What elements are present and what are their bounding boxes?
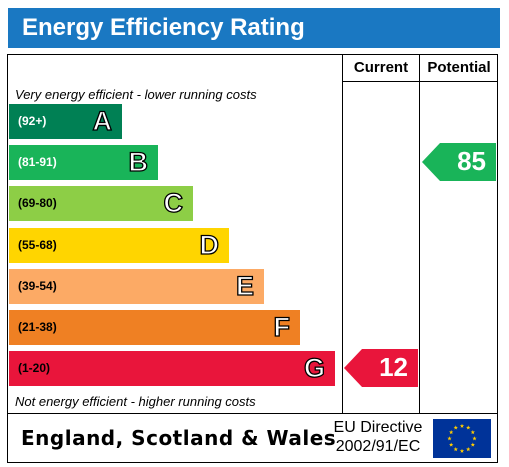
eu-directive: EU Directive 2002/91/EC	[326, 418, 430, 456]
eu-star-icon	[470, 442, 476, 447]
current-arrow-shape	[344, 349, 418, 387]
eu-star-icon	[448, 442, 454, 447]
band-g: (1-20) G	[9, 351, 335, 386]
band-letter: D	[199, 229, 220, 260]
page-title: Energy Efficiency Rating	[22, 14, 305, 41]
eu-star-icon	[459, 448, 465, 453]
band-letter: E	[235, 270, 254, 301]
potential-arrow-shape	[422, 143, 496, 181]
eu-star-icon	[466, 447, 471, 452]
eu-star-icon	[466, 425, 471, 430]
eu-star-icon	[472, 436, 477, 441]
band-e: (39-54) E	[9, 269, 264, 304]
eu-directive-line1: EU Directive	[333, 419, 423, 436]
eu-star-icon	[448, 429, 454, 435]
rating-panel	[7, 54, 498, 414]
band-letter: F	[273, 311, 291, 342]
eu-star-icon	[447, 436, 452, 441]
band-a: (92+) A	[9, 104, 122, 139]
band-letter: A	[92, 105, 113, 136]
header-bar: Energy Efficiency Rating	[8, 8, 500, 48]
current-rating-pointer: 12	[344, 349, 418, 387]
potential-rating-pointer: 85	[422, 143, 496, 181]
eu-star-icon	[453, 447, 458, 452]
potential-rating-value: 85	[457, 146, 486, 176]
band-range-label: (69-80)	[18, 196, 57, 210]
band-range-label: (1-20)	[18, 361, 51, 375]
band-f: (21-38) F	[9, 310, 300, 345]
eu-star-icon	[470, 429, 476, 435]
band-letter: C	[163, 187, 184, 218]
footer-region: England, Scotland & Wales	[21, 426, 337, 450]
band-range-label: (92+)	[18, 114, 47, 128]
band-b: (81-91) B	[9, 145, 158, 180]
eu-star-icon	[453, 425, 458, 430]
eu-star-icon	[459, 423, 465, 428]
band-range-label: (81-91)	[18, 155, 57, 169]
current-rating-value: 12	[379, 352, 408, 382]
eu-directive-line2: 2002/91/EC	[335, 438, 421, 455]
column-header-rule	[342, 81, 498, 82]
eu-flag-icon	[433, 419, 491, 458]
band-range-label: (39-54)	[18, 279, 57, 293]
top-caption: Very energy efficient - lower running co…	[15, 87, 257, 102]
band-d: (55-68) D	[9, 228, 229, 263]
band-c: (69-80) C	[9, 186, 193, 221]
column-header-potential: Potential	[427, 59, 491, 76]
column-header-current: Current	[353, 59, 409, 76]
band-range-label: (55-68)	[18, 238, 57, 252]
column-divider-current	[342, 54, 343, 414]
column-divider-potential	[419, 54, 420, 414]
band-range-label: (21-38)	[18, 320, 57, 334]
band-letter: B	[128, 146, 149, 177]
band-letter: G	[303, 352, 325, 383]
bottom-caption: Not energy efficient - higher running co…	[15, 394, 256, 409]
footer: England, Scotland & Wales EU Directive 2…	[7, 414, 498, 463]
